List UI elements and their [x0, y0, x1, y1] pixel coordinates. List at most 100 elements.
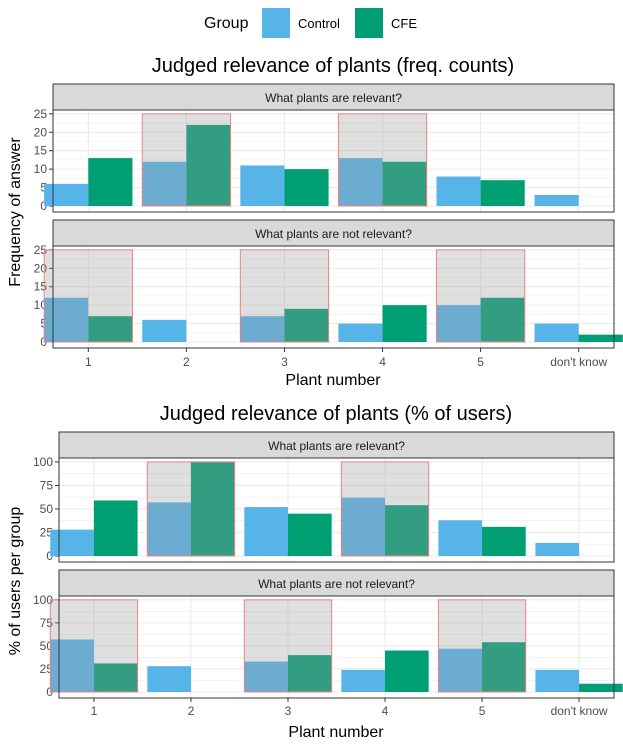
y-tick-label: 15: [34, 144, 48, 158]
bar-control-don-t-know: [534, 194, 579, 206]
y-axis-label: % of users per group: [7, 507, 24, 656]
x-tick-label: 4: [379, 355, 386, 369]
legend: Group Control CFE: [204, 8, 417, 38]
bar-control-5: [436, 305, 481, 342]
bar-cfe-3: [287, 655, 332, 692]
highlight-box-plant-4: [337, 113, 428, 207]
bar-control-2: [147, 666, 191, 692]
facet-label: What plants are relevant?: [268, 439, 405, 453]
panel-border: [58, 595, 615, 699]
y-tick-label: 25: [34, 107, 48, 121]
bar-cfe-3: [287, 513, 332, 556]
highlight-box-plant-3: [243, 599, 333, 693]
bar-control-don-t-know: [534, 323, 579, 342]
bar-control-3: [244, 507, 288, 556]
bar-control-2: [142, 161, 187, 206]
x-axis-label: Plant number: [288, 724, 384, 741]
bar-cfe-don-t-know: [579, 683, 623, 692]
y-tick-label: 100: [33, 455, 53, 469]
bar-cfe-4: [385, 505, 429, 556]
x-tick-label: 5: [477, 355, 484, 369]
legend-label-cfe: CFE: [391, 16, 417, 31]
bar-cfe-5: [482, 526, 526, 556]
bar-cfe-3: [284, 308, 329, 342]
bar-cfe-1: [93, 500, 138, 556]
bar-control-1: [44, 183, 89, 206]
y-tick-label: 0: [40, 199, 47, 213]
highlight-box-plant-5: [437, 599, 527, 693]
bar-cfe-2: [186, 124, 231, 206]
y-axis-label: Frequency of answer: [7, 137, 24, 287]
bar-control-3: [240, 165, 285, 206]
highlight-box-plant-2: [146, 461, 236, 557]
x-axis-label: Plant number: [285, 372, 381, 389]
bar-control-5: [438, 520, 483, 556]
legend-swatch-control: [262, 8, 290, 38]
y-tick-label: 5: [40, 181, 47, 195]
x-tick-labels: 1 2 3 4 5 don't know: [85, 348, 608, 369]
chart-title: Judged relevance of plants (freq. counts…: [152, 55, 514, 77]
bar-control-4: [338, 158, 383, 206]
legend-label-control: Control: [298, 16, 340, 31]
highlight-box-plant-4: [340, 461, 430, 557]
bar-cfe-4: [382, 161, 427, 206]
y-tick-label: 50: [40, 502, 54, 516]
bar-control-don-t-know: [535, 669, 580, 692]
bar-cfe-5: [480, 180, 525, 206]
x-tick-labels: 1 2 3 4 5 don't know: [91, 698, 608, 718]
bar-cfe-5: [480, 297, 525, 342]
y-tick-label: 75: [40, 478, 54, 492]
bar-control-3: [244, 661, 288, 692]
highlight-box-plant-1: [49, 599, 139, 693]
y-tick-label: 10: [34, 162, 48, 176]
x-tick-label: 2: [183, 355, 190, 369]
highlight-box-plant-1: [43, 249, 133, 343]
bar-control-2: [142, 319, 187, 342]
bar-control-2: [147, 502, 191, 556]
bar-cfe-5: [482, 642, 526, 692]
bar-control-4: [338, 323, 383, 342]
bar-cfe-1: [88, 158, 133, 206]
x-tick-label: 1: [91, 704, 98, 718]
highlight-box-plant-2: [141, 113, 232, 207]
bar-cfe-4: [385, 650, 429, 692]
x-tick-label: don't know: [551, 704, 608, 718]
legend-swatch-cfe: [355, 8, 383, 38]
facet-label: What plants are not relevant?: [258, 577, 415, 591]
bar-cfe-1: [93, 663, 138, 692]
x-tick-label: 1: [85, 355, 92, 369]
highlight-box-plant-5: [435, 249, 526, 343]
bar-control-5: [438, 648, 483, 692]
y-tick-label: 0: [46, 549, 53, 563]
x-tick-label: don't know: [550, 355, 607, 369]
bar-cfe-4: [382, 305, 427, 342]
chart-freq-counts: Judged relevance of plants (freq. counts…: [7, 55, 623, 389]
bar-control-don-t-know: [535, 542, 580, 556]
facet-strip: [52, 219, 615, 247]
panel-border: [58, 457, 615, 563]
x-tick-label: 3: [281, 355, 288, 369]
bar-control-1: [44, 297, 89, 342]
y-tick-label: 25: [40, 525, 54, 539]
facet-label: What plants are relevant?: [265, 91, 402, 105]
bar-cfe-2: [190, 461, 235, 556]
bar-cfe-1: [88, 316, 133, 342]
facet-label: What plants are not relevant?: [255, 227, 412, 241]
chart-title: Judged relevance of plants (% of users): [160, 403, 512, 425]
facet-strip: [58, 431, 615, 459]
panel-border: [52, 109, 615, 213]
y-tick-label: 100: [33, 593, 53, 607]
bar-control-5: [436, 176, 481, 206]
x-tick-label: 5: [479, 704, 486, 718]
bar-control-4: [341, 669, 386, 692]
facet-relevant: What plants are relevant? 0 25 50 75 100: [33, 431, 615, 563]
x-tick-label: 2: [188, 704, 195, 718]
bar-cfe-3: [284, 169, 329, 206]
chart-pct-users: Judged relevance of plants (% of users) …: [7, 403, 623, 741]
bar-control-1: [50, 529, 94, 556]
y-tick-label: 20: [34, 125, 48, 139]
legend-title: Group: [204, 15, 249, 32]
